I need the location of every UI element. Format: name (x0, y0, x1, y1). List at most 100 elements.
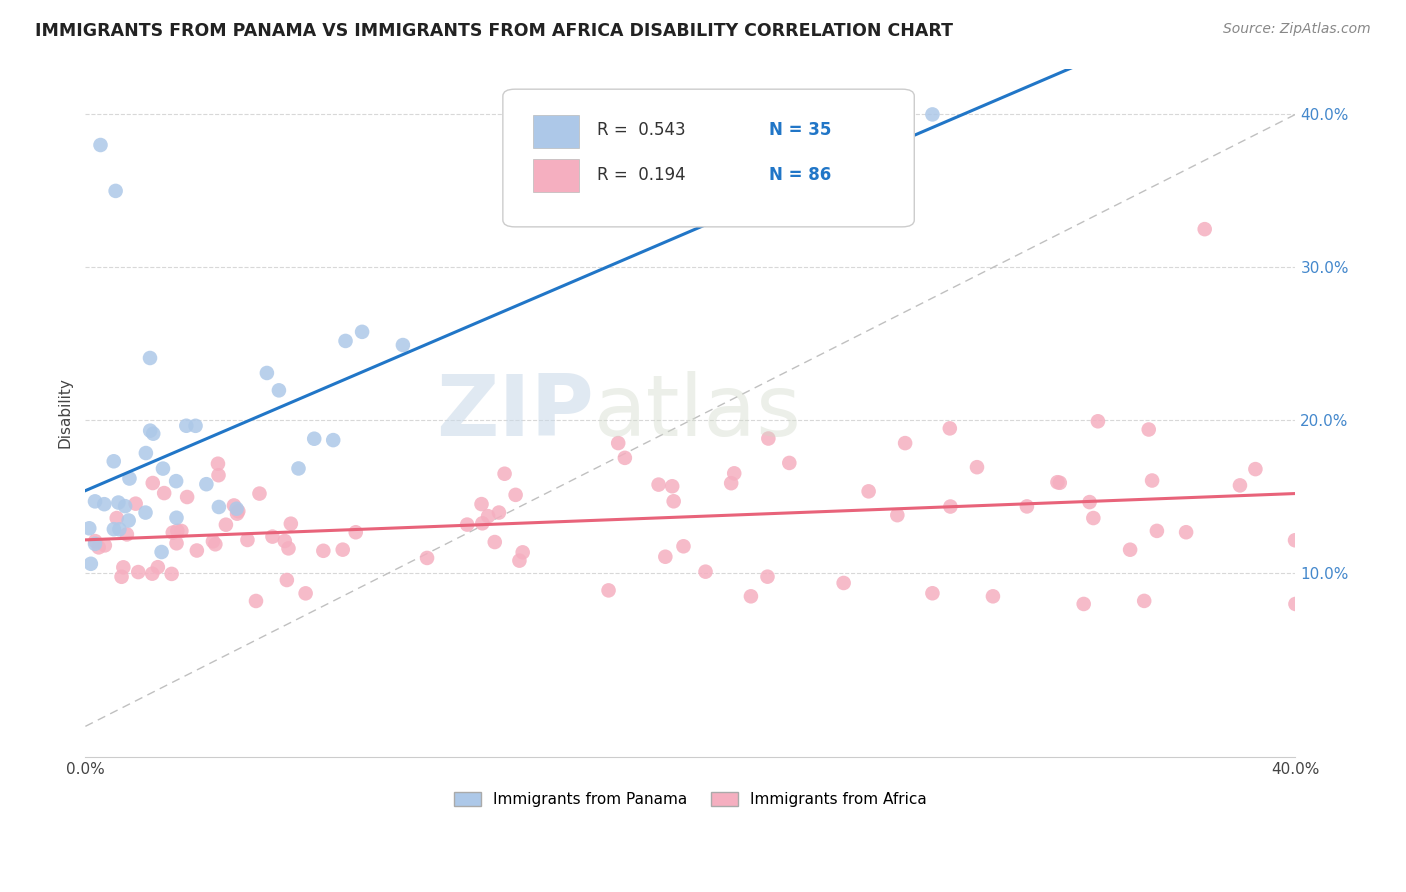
Point (512, 545, 534, 559)
Point (886, 508, 908, 523)
FancyBboxPatch shape (533, 115, 579, 148)
Text: Source: ZipAtlas.com: Source: ZipAtlas.com (1223, 22, 1371, 37)
Point (103, 454, 125, 468)
Point (94, 538, 117, 552)
Point (654, 549, 676, 564)
Point (1073, 597, 1095, 611)
Point (114, 499, 136, 513)
Point (1119, 542, 1142, 557)
Point (302, 432, 325, 446)
Point (208, 500, 231, 514)
Point (142, 426, 165, 441)
Point (139, 424, 162, 438)
Point (110, 570, 132, 584)
Point (672, 539, 695, 553)
Point (186, 543, 208, 558)
Point (508, 554, 530, 568)
Point (613, 450, 636, 465)
Point (262, 530, 284, 544)
Point (236, 533, 259, 547)
Point (93, 497, 115, 511)
Point (1137, 423, 1160, 437)
Point (225, 501, 247, 516)
Point (139, 351, 162, 365)
Point (152, 461, 174, 475)
Point (104, 184, 127, 198)
Point (127, 565, 149, 579)
Point (1087, 414, 1109, 428)
Point (598, 583, 620, 598)
Point (488, 506, 510, 520)
Point (105, 511, 128, 525)
Point (695, 565, 717, 579)
Point (939, 500, 962, 514)
Text: R =  0.194: R = 0.194 (598, 166, 686, 185)
Point (165, 474, 187, 488)
Point (274, 533, 297, 548)
Point (1046, 475, 1069, 490)
Point (740, 168, 762, 182)
Text: N = 86: N = 86 (769, 166, 831, 185)
Point (392, 338, 415, 352)
Point (471, 516, 494, 531)
Point (142, 476, 165, 491)
Point (118, 514, 141, 528)
Text: IMMIGRANTS FROM PANAMA VS IMMIGRANTS FROM AFRICA DISABILITY CORRELATION CHART: IMMIGRANTS FROM PANAMA VS IMMIGRANTS FRO… (35, 22, 953, 40)
Point (778, 456, 800, 470)
Point (661, 479, 683, 493)
Point (1083, 511, 1105, 525)
Point (921, 107, 943, 121)
Point (456, 517, 478, 532)
FancyBboxPatch shape (533, 160, 579, 193)
Point (222, 499, 245, 513)
Point (477, 509, 499, 524)
Point (756, 570, 779, 584)
Point (84, 537, 107, 551)
Point (939, 421, 962, 435)
Point (505, 488, 527, 502)
Point (1175, 525, 1198, 540)
Point (201, 534, 224, 549)
Point (112, 560, 135, 574)
Point (662, 494, 685, 508)
Point (312, 543, 335, 558)
Point (280, 516, 302, 531)
Point (166, 536, 188, 550)
Point (294, 586, 316, 600)
Point (184, 418, 207, 433)
Point (226, 504, 249, 518)
Point (107, 495, 129, 509)
Text: N = 35: N = 35 (769, 121, 831, 139)
Point (756, 432, 779, 446)
Point (204, 537, 226, 551)
Point (195, 477, 218, 491)
Point (858, 484, 880, 499)
Point (170, 524, 193, 538)
Text: atlas: atlas (593, 371, 801, 454)
Point (150, 545, 173, 559)
Point (103, 522, 125, 536)
Point (723, 467, 745, 481)
Point (162, 525, 184, 540)
Point (87, 541, 110, 555)
Point (1140, 474, 1163, 488)
Point (135, 446, 157, 460)
Point (84, 534, 107, 549)
Point (256, 366, 278, 380)
Point (335, 334, 357, 348)
Text: R =  0.543: R = 0.543 (598, 121, 686, 139)
Point (146, 560, 169, 574)
Point (84, 494, 107, 508)
Text: ZIP: ZIP (436, 371, 593, 454)
Point (215, 517, 238, 532)
Point (494, 467, 516, 481)
Point (135, 506, 157, 520)
Point (89, 138, 111, 153)
Point (277, 541, 299, 556)
Point (966, 460, 988, 475)
Point (207, 457, 229, 471)
Point (344, 525, 367, 540)
Point (484, 535, 506, 549)
Point (153, 486, 176, 500)
Point (332, 542, 354, 557)
